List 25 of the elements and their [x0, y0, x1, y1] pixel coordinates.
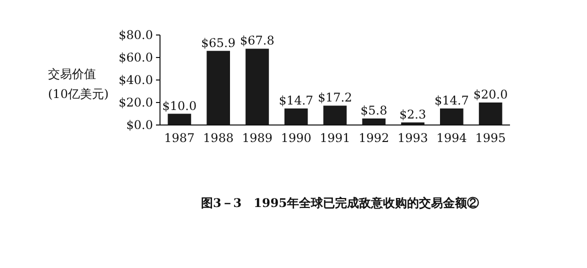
data-label: $65.9 [201, 36, 236, 50]
y-axis-title: 交易价值 (10亿美元) [48, 67, 109, 101]
x-tick-label: 1995 [475, 131, 506, 145]
x-tick-label: 1989 [242, 131, 272, 145]
data-label: $14.7 [434, 93, 469, 108]
data-label: $20.0 [473, 88, 508, 102]
data-label: $14.7 [278, 93, 314, 108]
y-tick-label: $60.0 [118, 50, 153, 64]
x-tick-label: 1987 [164, 131, 195, 145]
x-tick-label: 1991 [320, 131, 350, 145]
y-tick-label: $0.0 [126, 118, 153, 132]
text: 图3－3 1995年全球已完成敌意收购的交易金额② [200, 196, 480, 210]
data-label: $67.8 [240, 34, 274, 48]
x-tick-label: 1993 [398, 131, 428, 145]
y-tick-label: $20.0 [118, 96, 153, 110]
data-label: $2.3 [399, 107, 426, 122]
y-tick-label: $40.0 [118, 73, 153, 87]
data-label: $17.2 [318, 90, 352, 105]
x-tick-label: 1990 [280, 131, 312, 145]
x-tick-label: 1992 [358, 131, 390, 145]
x-tick-label: 1994 [436, 131, 468, 145]
data-label: $10.0 [162, 98, 197, 113]
data-label: $5.8 [360, 103, 388, 118]
x-tick-label: 1988 [203, 131, 234, 145]
y-tick-label: $80.0 [118, 28, 153, 42]
